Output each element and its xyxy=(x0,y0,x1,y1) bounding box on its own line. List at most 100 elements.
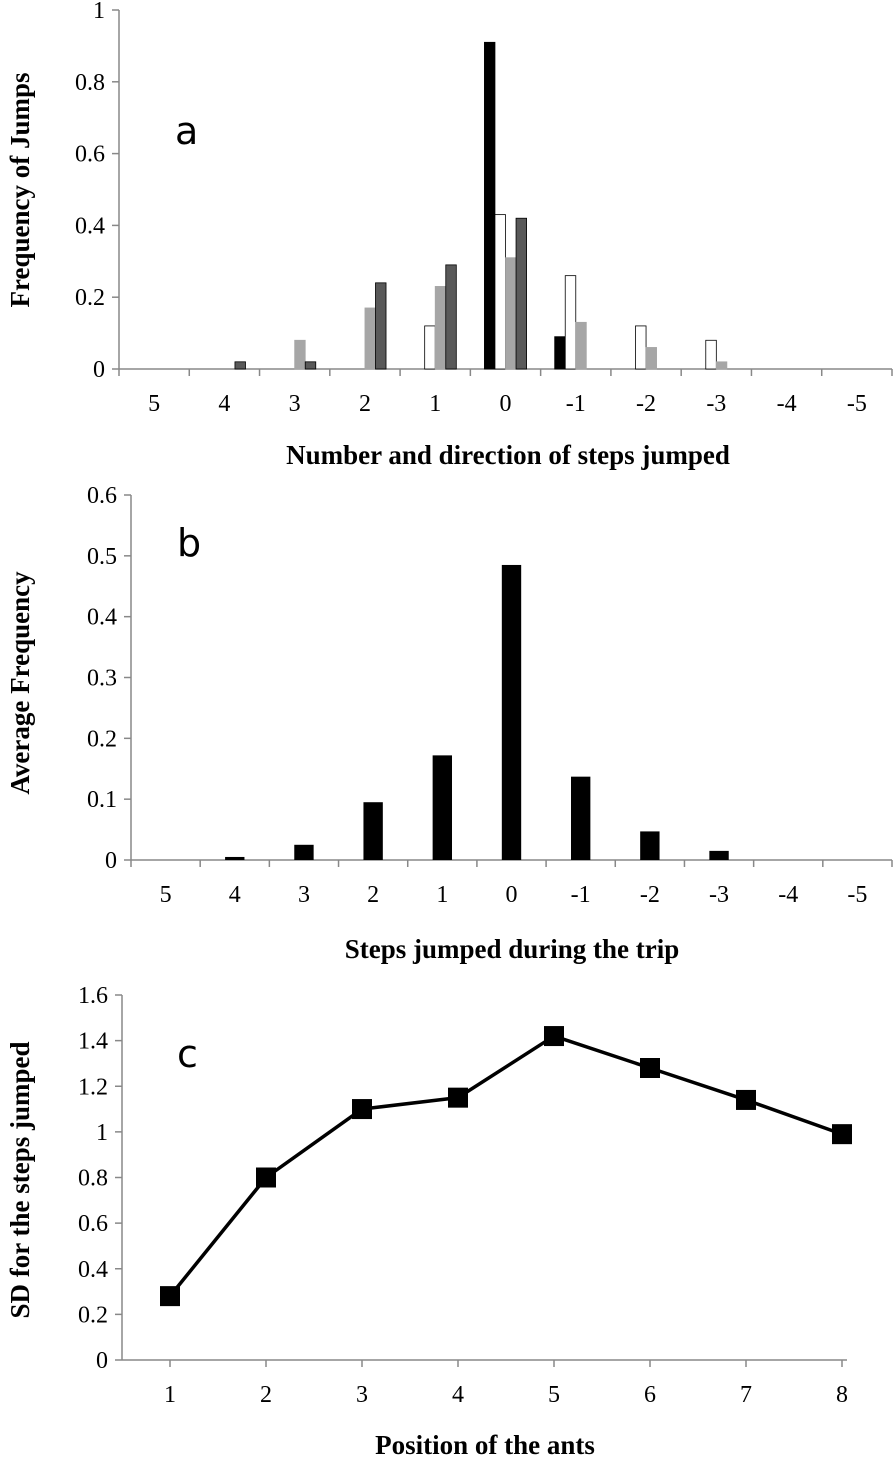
panel-a-bar xyxy=(364,307,376,370)
panel-a-bar xyxy=(715,361,728,370)
panel-b-y-tick-label: 0.5 xyxy=(87,544,117,570)
panel-c-y-tick-label: 1.4 xyxy=(78,1029,108,1055)
panel-c-point xyxy=(640,1058,660,1078)
panel-c-point xyxy=(160,1286,180,1307)
panel-c-point xyxy=(448,1087,468,1108)
panel-c-x-tick-label: 3 xyxy=(356,1382,368,1408)
panel-b-x-ticks: 5 4 3 2 1 0 -1 -2 -3 -4 -5 xyxy=(130,860,893,908)
panel-a-bar xyxy=(294,339,306,370)
panel-a-x-tick-label: -5 xyxy=(847,391,867,417)
panel-a-bars xyxy=(234,41,728,370)
panel-c-y-ticks: 0 0.2 0.4 0.6 0.8 1 1.2 1.4 1.6 xyxy=(78,983,122,1374)
panel-c-line-chart: 0 0.2 0.4 0.6 0.8 1 1.2 1.4 1.6 1 2 3 4 5 6 7 8 c Posit… xyxy=(5,983,852,1460)
panel-c-x-tick-label: 6 xyxy=(644,1382,656,1408)
panel-c-y-tick-label: 0.8 xyxy=(78,1166,108,1192)
panel-b-y-tick-label: 0 xyxy=(105,848,117,874)
panel-a-x-ticks: 5 4 3 2 1 0 -1 -2 -3 -4 -5 xyxy=(118,369,893,417)
panel-a-bar xyxy=(505,257,517,370)
panel-a-bar xyxy=(434,286,447,370)
panel-a-y-tick-label: 1 xyxy=(93,0,105,24)
panel-b-y-ticks: 0 0.1 0.2 0.3 0.4 0.5 0.6 xyxy=(87,483,131,874)
panel-b-x-tick-label: -4 xyxy=(778,882,798,908)
panel-b-x-tick-label: 4 xyxy=(229,882,241,908)
panel-b-bars xyxy=(225,564,729,860)
panel-c-x-tick-label: 2 xyxy=(260,1382,272,1408)
panel-a-y-tick-label: 0.4 xyxy=(75,213,105,239)
panel-b-y-tick-label: 0.4 xyxy=(87,605,117,631)
panel-a-bar xyxy=(445,264,457,370)
panel-b-y-tick-label: 0.1 xyxy=(87,787,117,813)
panel-c-y-tick-label: 0.6 xyxy=(78,1211,108,1237)
panel-b-y-tick-label: 0.2 xyxy=(87,726,117,752)
panel-c-point xyxy=(256,1167,276,1188)
panel-a-x-tick-label: 2 xyxy=(359,391,371,417)
panel-c-x-tick-label: 7 xyxy=(740,1382,752,1408)
panel-a-bar xyxy=(304,361,317,370)
panel-c-x-tick-label: 1 xyxy=(164,1382,176,1408)
panel-c-x-axis-title: Position of the ants xyxy=(375,1430,595,1460)
panel-a-x-tick-label: -4 xyxy=(777,391,797,417)
panel-a-bar-chart: 0 0.2 0.4 0.6 0.8 1 5 4 3 2 1 0 -1 -2 -3 -4 -5 a Number… xyxy=(5,0,893,470)
panel-b-bar xyxy=(640,831,660,860)
panel-c-x-tick-label: 8 xyxy=(836,1382,848,1408)
panel-a-y-tick-label: 0 xyxy=(93,357,105,383)
panel-c-y-tick-label: 1.6 xyxy=(78,983,108,1009)
panel-c-y-tick-label: 0.4 xyxy=(78,1257,108,1283)
panel-b-y-axis-title: Average Frequency xyxy=(5,571,35,795)
panel-b-x-tick-label: 0 xyxy=(506,882,518,908)
panel-a-bar xyxy=(515,217,527,370)
panel-b-bar xyxy=(225,856,245,860)
panel-b-bar xyxy=(294,844,314,860)
panel-a-x-tick-label: 4 xyxy=(218,391,230,417)
panel-b-x-tick-label: -1 xyxy=(571,882,591,908)
panel-a-bar xyxy=(375,282,387,370)
panel-b-x-tick-label: -5 xyxy=(847,882,867,908)
panel-a-x-tick-label: 3 xyxy=(289,391,301,417)
panel-b-bar xyxy=(432,755,453,860)
panel-c-x-ticks: 1 2 3 4 5 6 7 8 xyxy=(164,1360,848,1408)
panel-b-bar xyxy=(709,850,729,860)
panel-c-point xyxy=(736,1089,756,1110)
panel-c-points xyxy=(160,1026,852,1307)
panel-b-x-tick-label: -2 xyxy=(640,882,660,908)
panel-a-bar xyxy=(635,325,647,370)
panel-a-y-tick-label: 0.6 xyxy=(75,142,105,168)
panel-a-bar xyxy=(424,325,436,370)
panel-a-y-tick-label: 0.8 xyxy=(75,70,105,96)
panel-c-y-axis-title: SD for the steps jumped xyxy=(5,1041,35,1318)
panel-a-bar xyxy=(645,347,657,370)
panel-a-bar xyxy=(494,214,506,370)
panel-a-x-axis-title: Number and direction of steps jumped xyxy=(286,440,730,470)
panel-c-y-tick-label: 0 xyxy=(96,1348,108,1374)
panel-b-y-tick-label: 0.6 xyxy=(87,483,117,509)
panel-c-point xyxy=(832,1124,852,1145)
panel-b-y-tick-label: 0.3 xyxy=(87,666,117,692)
panel-a-x-tick-label: 5 xyxy=(148,391,160,417)
panel-b-bar xyxy=(501,564,522,860)
panel-c-x-tick-label: 4 xyxy=(452,1382,464,1408)
panel-a-y-axis-title: Frequency of Jumps xyxy=(5,72,35,307)
panel-b-bar xyxy=(363,802,383,860)
panel-a-x-tick-label: 0 xyxy=(500,391,512,417)
panel-c-y-tick-label: 0.2 xyxy=(78,1302,108,1328)
panel-a-y-ticks: 0 0.2 0.4 0.6 0.8 1 xyxy=(75,0,119,383)
panel-b-x-tick-label: 1 xyxy=(436,882,448,908)
panel-a-bar xyxy=(554,336,566,370)
panel-b-bar xyxy=(570,776,591,860)
panel-b-label: b xyxy=(177,521,201,565)
panel-b-x-axis-title: Steps jumped during the trip xyxy=(345,934,680,964)
panel-c-y-tick-label: 1 xyxy=(96,1120,108,1146)
panel-c-y-tick-label: 1.2 xyxy=(78,1074,108,1100)
panel-b-bar-chart: 0 0.1 0.2 0.3 0.4 0.5 0.6 5 4 3 2 1 0 -1 -2 -3 -4 -5 b S… xyxy=(5,483,893,964)
panel-c-label: c xyxy=(177,1032,198,1076)
panel-a-bar xyxy=(705,339,717,370)
panel-b-x-tick-label: 5 xyxy=(160,882,172,908)
panel-a-label: a xyxy=(175,109,198,153)
panel-a-x-tick-label: 1 xyxy=(429,391,441,417)
panel-c-x-tick-label: 5 xyxy=(548,1382,560,1408)
panel-a-bar xyxy=(234,361,246,370)
panel-c-series-line xyxy=(168,1034,843,1298)
panel-c-point xyxy=(352,1099,372,1120)
panel-a-x-tick-label: -1 xyxy=(566,391,586,417)
panel-b-x-tick-label: 3 xyxy=(298,882,310,908)
